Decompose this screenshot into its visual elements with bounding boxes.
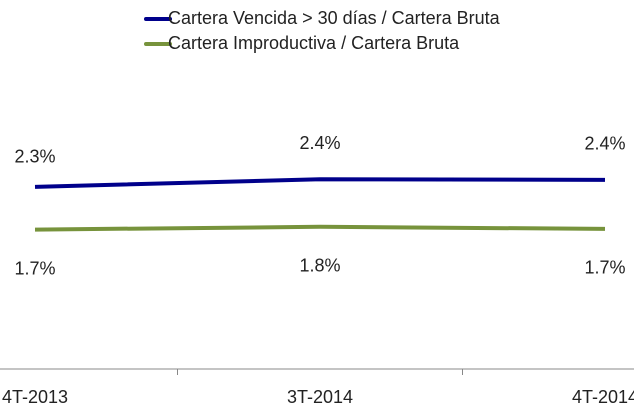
data-label: 1.8% — [299, 256, 340, 276]
data-label: 2.4% — [299, 133, 340, 153]
series-line — [34, 177, 606, 189]
x-tick-label: 4T-2014 — [572, 387, 634, 407]
series-line — [34, 224, 606, 232]
legend-label: Cartera Improductiva / Cartera Bruta — [168, 33, 460, 53]
legend-label: Cartera Vencida > 30 días / Cartera Brut… — [168, 8, 501, 28]
x-tick-label: 4T-2013 — [2, 387, 68, 407]
data-label: 2.3% — [14, 147, 55, 167]
data-label: 2.4% — [584, 134, 625, 154]
data-label: 1.7% — [584, 258, 625, 278]
data-label: 1.7% — [14, 258, 55, 278]
x-tick-label: 3T-2014 — [287, 387, 353, 407]
